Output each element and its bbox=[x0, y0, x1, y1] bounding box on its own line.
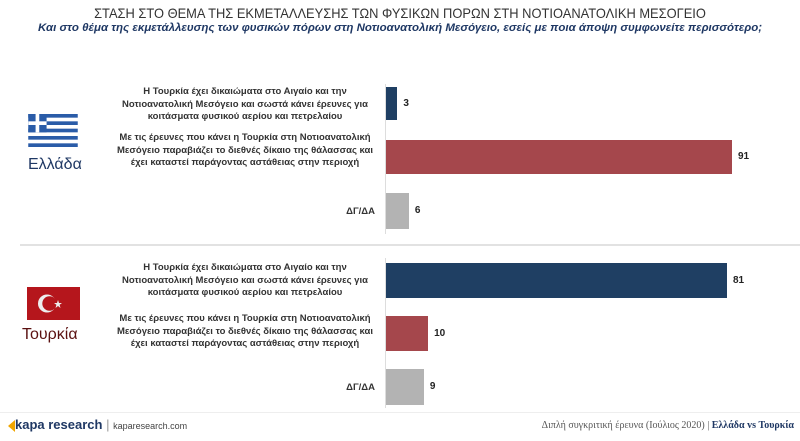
category-label: ΔΓ/ΔΑ bbox=[346, 206, 375, 217]
category-label: Με τις έρευνες που κάνει η Τουρκία στη Ν… bbox=[116, 132, 373, 168]
category-label: ΔΓ/ΔΑ bbox=[346, 382, 375, 393]
panel-divider bbox=[20, 244, 800, 246]
bar bbox=[386, 193, 409, 229]
greece-axis bbox=[385, 84, 386, 234]
turkey-flag bbox=[27, 287, 80, 320]
data-label: 9 bbox=[429, 381, 436, 392]
data-label: 3 bbox=[403, 97, 409, 109]
footer-note-text: Διπλή συγκριτική έρευνα (Ιούλιος 2020) | bbox=[541, 420, 710, 431]
chart-subtitle: Και στο θέμα της εκμετάλλευσης των φυσικ… bbox=[37, 22, 763, 34]
data-label: 6 bbox=[414, 205, 421, 216]
bar bbox=[386, 369, 424, 405]
bar bbox=[386, 87, 398, 120]
category-label: Η Τουρκία έχει δικαιώματα στο Αιγαίο και… bbox=[122, 86, 368, 122]
country-label-turkey: Τουρκία bbox=[22, 326, 78, 343]
bar bbox=[386, 316, 429, 351]
footer-site-link[interactable]: kaparesearch.com bbox=[113, 421, 188, 431]
greece-flag bbox=[28, 114, 78, 147]
bar bbox=[386, 263, 727, 298]
category-label: Με τις έρευνες που κάνει η Τουρκία στη Ν… bbox=[116, 313, 373, 349]
footer-divider bbox=[0, 412, 800, 413]
turkey-axis bbox=[385, 258, 386, 408]
data-label: 81 bbox=[733, 274, 745, 286]
logo-text: kapa research bbox=[15, 417, 103, 432]
category-label: Η Τουρκία έχει δικαιώματα στο Αιγαίο και… bbox=[122, 262, 368, 298]
country-label-greece: Ελλάδα bbox=[28, 156, 82, 173]
bar bbox=[386, 140, 732, 174]
kapa-research-logo: kapa research | kaparesearch.com bbox=[8, 417, 187, 432]
footer-note: Διπλή συγκριτική έρευνα (Ιούλιος 2020) |… bbox=[542, 420, 794, 431]
data-label: 10 bbox=[434, 327, 446, 339]
data-label: 91 bbox=[738, 151, 750, 162]
footer-note-bold: Ελλάδα vs Τουρκία bbox=[711, 420, 794, 431]
chart-title: ΣΤΑΣΗ ΣΤΟ ΘΕΜΑ ΤΗΣ ΕΚΜΕΤΑΛΛΕΥΣΗΣ ΤΩΝ ΦΥΣ… bbox=[94, 5, 706, 21]
